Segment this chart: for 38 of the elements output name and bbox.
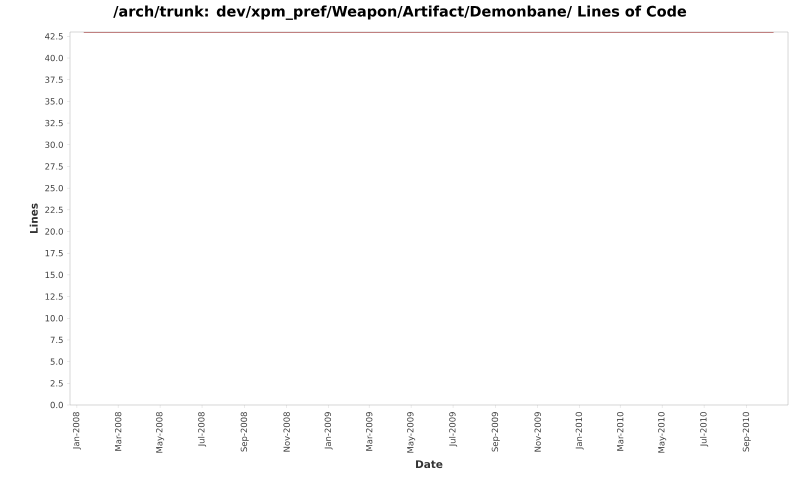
y-tick-label: 32.5 [45, 120, 63, 126]
y-tick-label: 17.5 [46, 250, 63, 256]
y-tick-label: 35.0 [45, 98, 63, 105]
y-tick-label: 30.0 [45, 142, 63, 148]
x-tick-label: May-2008 [156, 412, 164, 453]
y-tick-label: 40.0 [45, 54, 63, 62]
x-tick-label: Mar-2009 [366, 412, 372, 451]
x-tick-label: May-2010 [658, 412, 666, 453]
y-tick-label: 22.5 [45, 206, 63, 214]
x-tick-label: Jul-2008 [198, 412, 206, 447]
x-tick-label: Sep-2009 [492, 412, 500, 452]
y-tick-label: 10.0 [46, 315, 63, 322]
x-tick-label: Sep-2008 [240, 412, 249, 452]
y-axis-title: Lines [30, 203, 38, 234]
y-tick-label: 12.5 [46, 293, 63, 300]
x-tick-label: May-2009 [407, 412, 416, 453]
x-tick-label: Jan-2008 [72, 412, 81, 450]
x-tick-label: Jul-2009 [449, 412, 458, 447]
y-tick-label: 20.0 [45, 228, 63, 235]
y-tick-label: 0.0 [50, 402, 63, 408]
x-tick-label: Mar-2008 [114, 412, 122, 451]
y-tick-label: 27.5 [45, 163, 63, 170]
chart-title: /arch/trunk: dev/xpm_pref/Weapon/Artifact/Demonbane/ Lines of Code [113, 6, 686, 20]
x-tick-label: Nov-2008 [283, 412, 290, 452]
y-tick-label: 37.5 [45, 76, 63, 83]
y-tick-label: 7.5 [50, 336, 63, 344]
y-tick-label: 5.0 [50, 358, 63, 365]
y-tick-label: 42.5 [45, 33, 63, 40]
y-tick-label: 15.0 [46, 272, 63, 278]
x-tick-label: Jul-2010 [700, 412, 708, 447]
x-tick-label: Mar-2010 [617, 412, 624, 451]
y-tick-label: 2.5 [50, 380, 63, 387]
x-axis-title: Date [416, 460, 442, 468]
y-tick-label: 25.0 [45, 184, 63, 192]
x-tick-label: Jan-2009 [324, 412, 333, 450]
x-tick-label: Jan-2010 [576, 412, 584, 450]
x-tick-label: Sep-2010 [742, 412, 751, 452]
x-tick-label: Nov-2009 [534, 412, 541, 452]
